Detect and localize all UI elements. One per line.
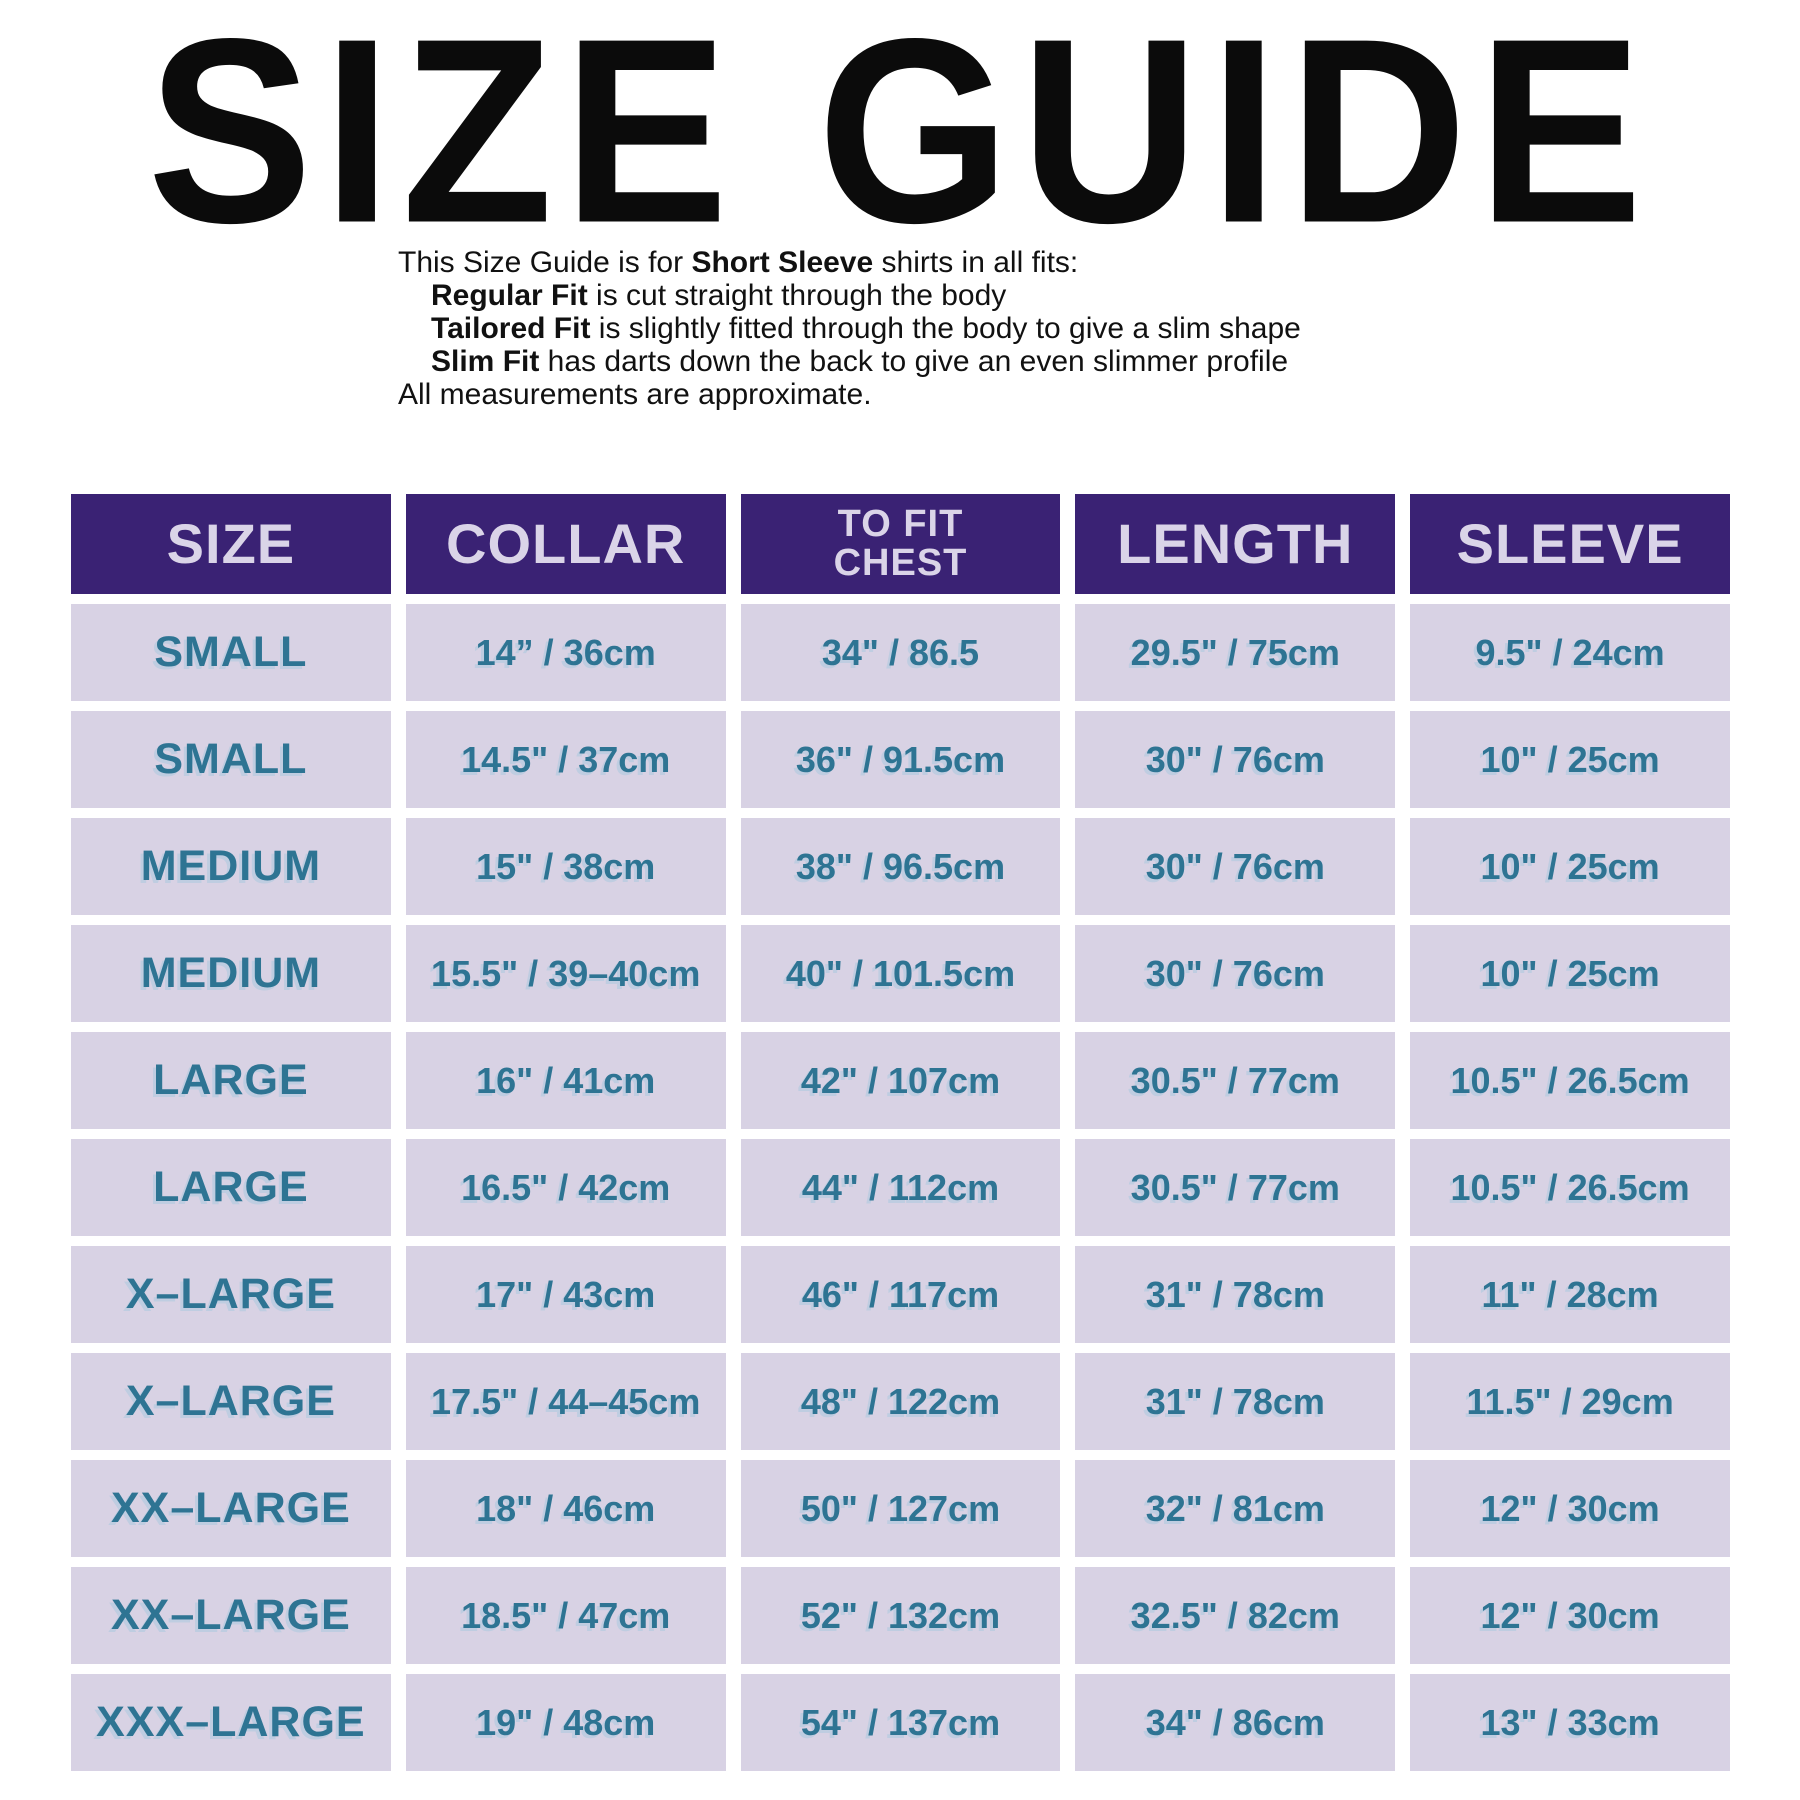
header-size: SIZE bbox=[71, 494, 391, 594]
intro-line-post: has darts down the back to give an even … bbox=[539, 345, 1289, 378]
collar-cell: 19" / 48cm bbox=[405, 1674, 726, 1771]
size-table: SIZE COLLAR TO FIT CHEST LENGTH SLEEVE S… bbox=[71, 494, 1730, 1771]
intro-line-slim-fit: Slim Fit has darts down the back to give… bbox=[398, 345, 1301, 378]
collar-cell: 18.5" / 47cm bbox=[405, 1567, 726, 1664]
length-cell: 30" / 76cm bbox=[1075, 711, 1396, 808]
chest-cell: 34" / 86.5 bbox=[740, 604, 1061, 701]
intro-text: This Size Guide is for Short Sleeve shir… bbox=[398, 246, 1301, 411]
intro-line-bold: Regular Fit bbox=[431, 279, 588, 312]
sleeve-cell: 10.5" / 26.5cm bbox=[1410, 1032, 1730, 1129]
chest-cell: 54" / 137cm bbox=[740, 1674, 1061, 1771]
sleeve-cell: 12" / 30cm bbox=[1410, 1567, 1730, 1664]
size-cell: MEDIUM bbox=[71, 925, 391, 1022]
intro-note: All measurements are approximate. bbox=[398, 378, 872, 411]
collar-cell: 16.5" / 42cm bbox=[405, 1139, 726, 1236]
page-title: SIZE GUIDE bbox=[147, 0, 1653, 278]
chest-cell: 48" / 122cm bbox=[740, 1353, 1061, 1450]
size-cell: LARGE bbox=[71, 1032, 391, 1129]
sleeve-cell: 10" / 25cm bbox=[1410, 818, 1730, 915]
collar-cell: 15" / 38cm bbox=[405, 818, 726, 915]
header-length: LENGTH bbox=[1075, 494, 1396, 594]
intro-line-bold: Tailored Fit bbox=[431, 312, 591, 345]
chest-cell: 52" / 132cm bbox=[740, 1567, 1061, 1664]
length-cell: 30" / 76cm bbox=[1075, 818, 1396, 915]
intro-line-bold: Short Sleeve bbox=[691, 246, 874, 279]
length-cell: 32" / 81cm bbox=[1075, 1460, 1396, 1557]
chest-cell: 36" / 91.5cm bbox=[740, 711, 1061, 808]
length-cell: 30.5" / 77cm bbox=[1075, 1139, 1396, 1236]
intro-line-regular-fit: Regular Fit is cut straight through the … bbox=[398, 279, 1301, 312]
size-cell: XXX–LARGE bbox=[71, 1674, 391, 1771]
sleeve-cell: 10.5" / 26.5cm bbox=[1410, 1139, 1730, 1236]
intro-line-pre: This Size Guide is for bbox=[398, 246, 692, 279]
chest-cell: 44" / 112cm bbox=[740, 1139, 1061, 1236]
collar-cell: 18" / 46cm bbox=[405, 1460, 726, 1557]
intro-line-bold: Slim Fit bbox=[431, 345, 540, 378]
collar-cell: 16" / 41cm bbox=[405, 1032, 726, 1129]
size-cell: X–LARGE bbox=[71, 1353, 391, 1450]
chest-cell: 42" / 107cm bbox=[740, 1032, 1061, 1129]
header-to-fit-chest: TO FIT CHEST bbox=[740, 494, 1061, 594]
size-cell: XX–LARGE bbox=[71, 1567, 391, 1664]
intro-line-post: is slightly fitted through the body to g… bbox=[590, 312, 1301, 345]
length-cell: 31" / 78cm bbox=[1075, 1246, 1396, 1343]
length-cell: 31" / 78cm bbox=[1075, 1353, 1396, 1450]
size-cell: MEDIUM bbox=[71, 818, 391, 915]
collar-cell: 14.5" / 37cm bbox=[405, 711, 726, 808]
length-cell: 30" / 76cm bbox=[1075, 925, 1396, 1022]
sleeve-cell: 9.5" / 24cm bbox=[1410, 604, 1730, 701]
collar-cell: 17" / 43cm bbox=[405, 1246, 726, 1343]
intro-line-post: shirts in all fits: bbox=[873, 246, 1079, 279]
sleeve-cell: 11.5" / 29cm bbox=[1410, 1353, 1730, 1450]
sleeve-cell: 11" / 28cm bbox=[1410, 1246, 1730, 1343]
size-cell: SMALL bbox=[71, 711, 391, 808]
header-collar: COLLAR bbox=[405, 494, 726, 594]
intro-line-tailored-fit: Tailored Fit is slightly fitted through … bbox=[398, 312, 1301, 345]
size-cell: XX–LARGE bbox=[71, 1460, 391, 1557]
size-cell: SMALL bbox=[71, 604, 391, 701]
size-cell: LARGE bbox=[71, 1139, 391, 1236]
length-cell: 29.5" / 75cm bbox=[1075, 604, 1396, 701]
collar-cell: 15.5" / 39–40cm bbox=[405, 925, 726, 1022]
chest-cell: 38" / 96.5cm bbox=[740, 818, 1061, 915]
length-cell: 34" / 86cm bbox=[1075, 1674, 1396, 1771]
sleeve-cell: 10" / 25cm bbox=[1410, 711, 1730, 808]
collar-cell: 17.5" / 44–45cm bbox=[405, 1353, 726, 1450]
collar-cell: 14” / 36cm bbox=[405, 604, 726, 701]
chest-cell: 50" / 127cm bbox=[740, 1460, 1061, 1557]
chest-cell: 40" / 101.5cm bbox=[740, 925, 1061, 1022]
intro-line-fits: This Size Guide is for Short Sleeve shir… bbox=[398, 246, 1301, 279]
length-cell: 30.5" / 77cm bbox=[1075, 1032, 1396, 1129]
intro-line-post: is cut straight through the body bbox=[587, 279, 1007, 312]
sleeve-cell: 12" / 30cm bbox=[1410, 1460, 1730, 1557]
sleeve-cell: 13" / 33cm bbox=[1410, 1674, 1730, 1771]
size-cell: X–LARGE bbox=[71, 1246, 391, 1343]
chest-cell: 46" / 117cm bbox=[740, 1246, 1061, 1343]
header-sleeve: SLEEVE bbox=[1410, 494, 1730, 594]
length-cell: 32.5" / 82cm bbox=[1075, 1567, 1396, 1664]
sleeve-cell: 10" / 25cm bbox=[1410, 925, 1730, 1022]
